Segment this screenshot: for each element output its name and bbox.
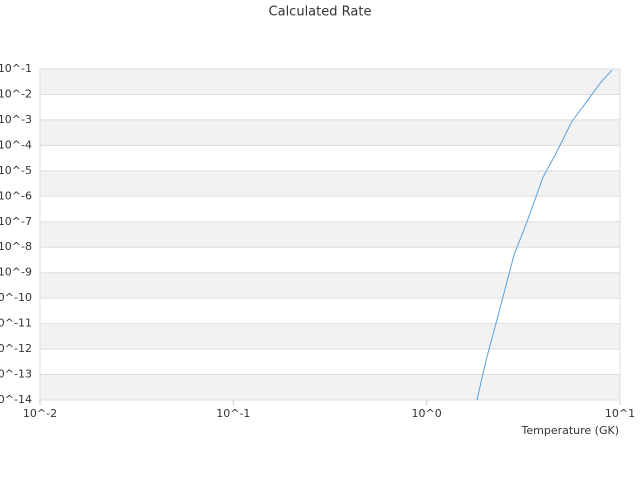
y-tick-label: 10^-13 [0, 368, 32, 381]
x-tick-label: 10^0 [412, 407, 442, 420]
y-tick-label: 10^-3 [0, 113, 32, 126]
x-tick-label: 10^1 [605, 407, 635, 420]
y-tick-label: 10^-8 [0, 240, 32, 253]
y-tick-label: 10^-6 [0, 189, 32, 202]
grid-band [40, 221, 620, 248]
grid-band [40, 119, 620, 146]
y-tick-label: 10^-9 [0, 266, 32, 279]
x-axis-title: Temperature (GK) [521, 424, 620, 437]
y-tick-label: 10^-14 [0, 393, 32, 406]
y-tick-label: 10^-4 [0, 138, 32, 151]
y-tick-label: 10^-11 [0, 317, 32, 330]
line-series [476, 69, 613, 401]
plot-frame [39, 68, 621, 401]
y-tick-label: 10^-2 [0, 87, 32, 100]
x-tick-label: 10^-2 [23, 407, 57, 420]
grid-band [40, 323, 620, 350]
chart-title: Calculated Rate [269, 5, 372, 20]
grid-band [40, 272, 620, 299]
grid-band [40, 69, 620, 95]
grid-band [40, 374, 620, 400]
y-tick-label: 10^-1 [0, 62, 32, 75]
y-tick-label: 10^-10 [0, 291, 32, 304]
y-tick-label: 10^-12 [0, 342, 32, 355]
x-tick-label: 10^-1 [216, 407, 250, 420]
y-tick-label: 10^-7 [0, 215, 32, 228]
y-tick-label: 10^-5 [0, 164, 32, 177]
grid-band [40, 170, 620, 197]
